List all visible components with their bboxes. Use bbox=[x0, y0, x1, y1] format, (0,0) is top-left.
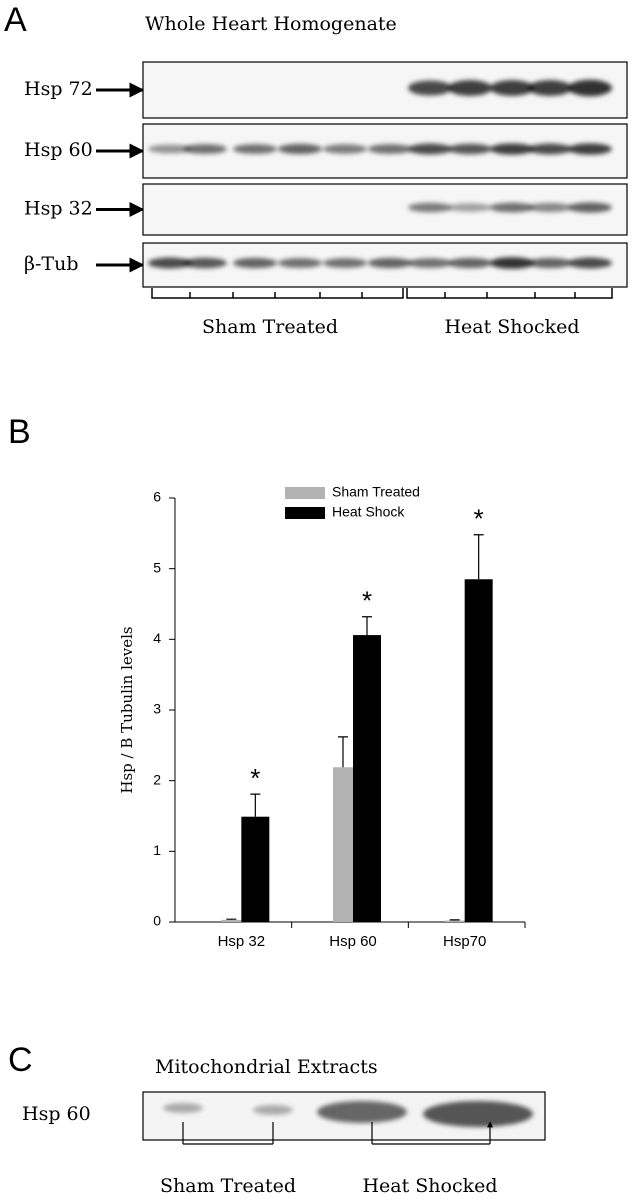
bar bbox=[444, 920, 465, 922]
bar bbox=[241, 816, 270, 922]
band bbox=[490, 143, 534, 155]
bar bbox=[333, 767, 353, 922]
blot-panel: Hsp 72 Hsp 60 Hsp 32 β-Tub bbox=[24, 61, 628, 299]
band bbox=[368, 144, 412, 154]
panel-label: A bbox=[4, 1, 27, 39]
band bbox=[568, 257, 612, 269]
significance: * bbox=[362, 586, 372, 616]
band bbox=[490, 80, 534, 96]
band bbox=[233, 257, 277, 269]
error-bar bbox=[362, 616, 372, 636]
group-label: Sham Treated bbox=[160, 1175, 296, 1197]
band bbox=[568, 79, 612, 97]
arrow bbox=[182, 1122, 490, 1144]
band bbox=[408, 143, 452, 155]
band bbox=[528, 143, 572, 155]
band bbox=[148, 257, 192, 269]
bracket bbox=[151, 288, 404, 299]
band bbox=[323, 258, 367, 268]
band bbox=[148, 144, 192, 154]
band bbox=[448, 80, 492, 96]
band bbox=[278, 143, 322, 155]
band bbox=[317, 1101, 407, 1123]
significance: * bbox=[474, 504, 484, 534]
band bbox=[183, 257, 227, 269]
x-tick-label: Hsp70 bbox=[443, 933, 486, 950]
bar bbox=[353, 635, 381, 922]
band bbox=[448, 257, 492, 269]
panel-title: Whole Heart Homogenate bbox=[145, 13, 397, 35]
band bbox=[528, 80, 572, 96]
error-bar bbox=[226, 918, 237, 920]
row-label: Hsp 60 bbox=[24, 139, 93, 161]
band bbox=[568, 143, 612, 155]
legend-label: Sham Treated bbox=[332, 484, 420, 500]
y-tick-label: 1 bbox=[153, 842, 161, 858]
y-tick-label: 3 bbox=[153, 701, 161, 717]
band bbox=[323, 144, 367, 154]
band bbox=[233, 144, 277, 154]
bar bbox=[464, 579, 493, 922]
band bbox=[490, 257, 534, 269]
band bbox=[528, 202, 572, 213]
band bbox=[183, 144, 227, 154]
y-tick-label: 0 bbox=[153, 913, 161, 929]
arrows bbox=[182, 1122, 490, 1145]
legend-label: Heat Shock bbox=[332, 504, 405, 520]
y-tick-label: 6 bbox=[153, 489, 161, 505]
error-bar bbox=[473, 534, 484, 580]
band bbox=[448, 143, 492, 155]
panel-title: Mitochondrial Extracts bbox=[155, 1056, 378, 1078]
band bbox=[163, 1103, 203, 1113]
bar-chart: 0 1 2 3 4 5 6 Hsp / B Tubulin levels Hsp 32 * Hsp … bbox=[118, 484, 526, 950]
x-tick-label: Hsp 60 bbox=[329, 933, 377, 950]
error-bar bbox=[250, 793, 261, 817]
band bbox=[528, 257, 572, 269]
band bbox=[448, 203, 492, 212]
bar bbox=[221, 919, 242, 922]
band bbox=[408, 202, 452, 213]
blot-bands bbox=[148, 257, 612, 269]
row-label: Hsp 72 bbox=[24, 78, 93, 100]
y-tick-label: 4 bbox=[153, 630, 161, 646]
band bbox=[408, 258, 452, 268]
band bbox=[490, 202, 534, 213]
blot-bands bbox=[408, 79, 612, 97]
band bbox=[423, 1101, 533, 1127]
bracket bbox=[406, 288, 613, 299]
group-label: Heat Shocked bbox=[362, 1175, 497, 1197]
row-label: Hsp 32 bbox=[24, 198, 93, 220]
x-tick-label: Hsp 32 bbox=[218, 933, 266, 950]
blot-bands bbox=[148, 143, 612, 155]
y-tick-label: 2 bbox=[153, 771, 161, 787]
y-tick-label: 5 bbox=[153, 559, 161, 575]
band bbox=[253, 1105, 293, 1115]
group-label: Sham Treated bbox=[202, 316, 338, 338]
blot-bands bbox=[408, 202, 612, 213]
row-label: Hsp 60 bbox=[22, 1103, 91, 1125]
legend-swatch bbox=[285, 507, 325, 519]
panel-label: C bbox=[8, 1041, 33, 1079]
error-bar bbox=[338, 736, 348, 768]
significance: * bbox=[250, 763, 260, 793]
group-label: Heat Shocked bbox=[444, 316, 579, 338]
band bbox=[568, 202, 612, 213]
band bbox=[278, 258, 322, 268]
y-axis-label: Hsp / B Tubulin levels bbox=[118, 626, 136, 793]
band bbox=[408, 80, 452, 96]
legend-swatch bbox=[285, 487, 325, 499]
panel-label: B bbox=[8, 413, 31, 451]
band bbox=[368, 257, 412, 269]
row-label: β-Tub bbox=[24, 253, 78, 275]
blot-bands bbox=[163, 1101, 533, 1127]
error-bar bbox=[449, 919, 460, 921]
